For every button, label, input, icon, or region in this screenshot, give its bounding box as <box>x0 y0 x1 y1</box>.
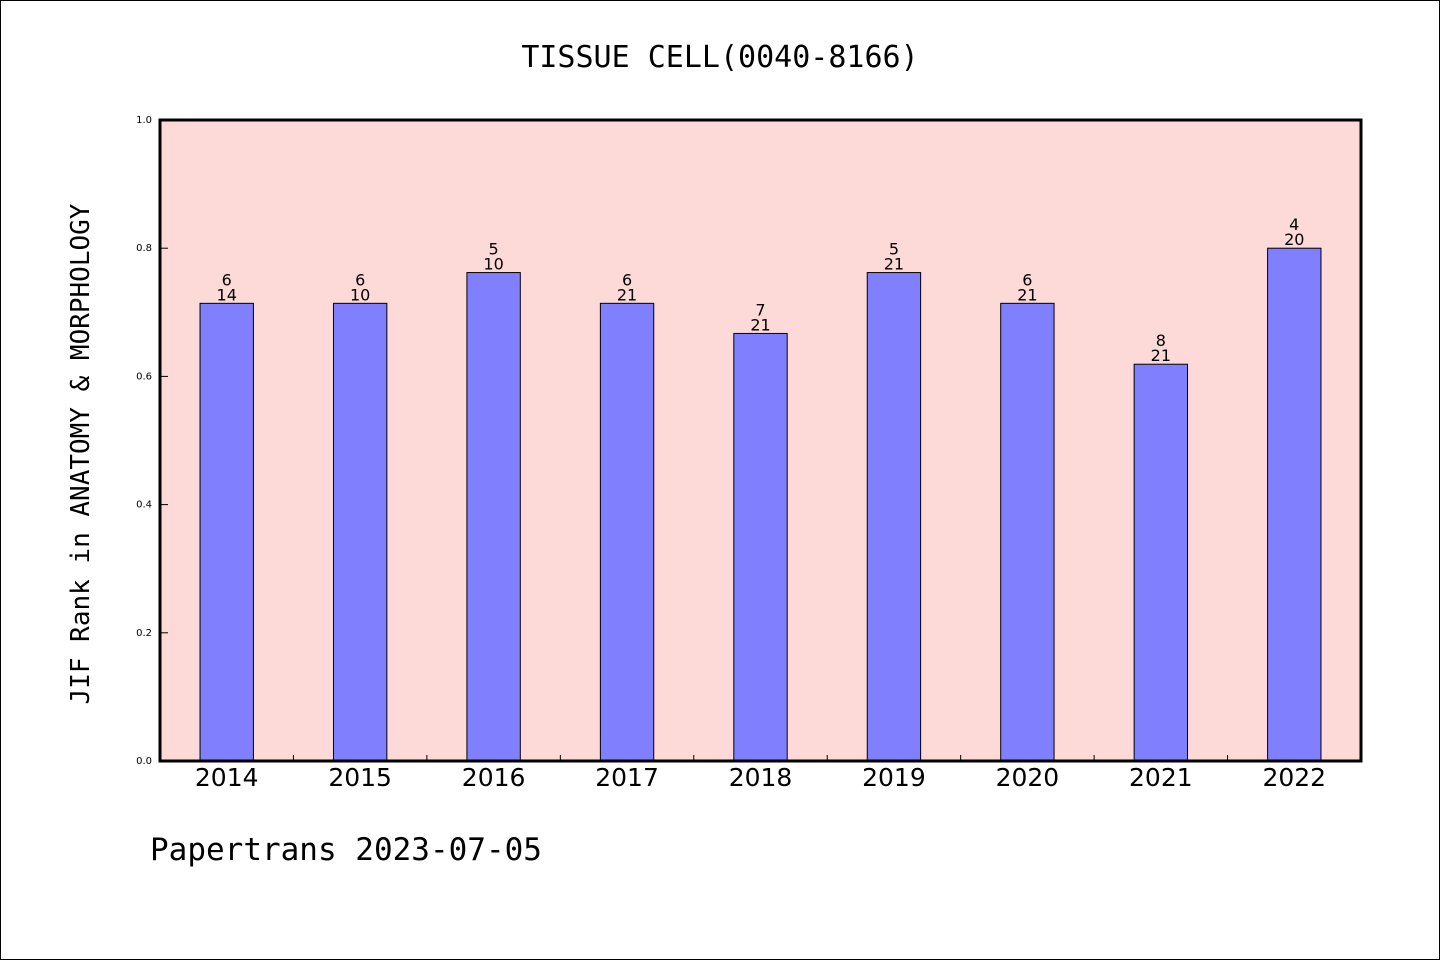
bar-2022 <box>1267 247 1322 762</box>
bar-2014 <box>199 302 254 762</box>
bar-label-total: 21 <box>1151 346 1171 365</box>
x-tick-label: 2016 <box>462 763 526 792</box>
bar-label-total: 21 <box>1017 285 1037 304</box>
bar-label-rank: 7 <box>755 300 765 319</box>
bar-label-rank: 8 <box>1156 331 1166 350</box>
bar-label-total: 21 <box>750 315 770 334</box>
footer-text: Papertrans 2023-07-05 <box>150 832 542 868</box>
y-tick-label: 0.0 <box>136 756 152 767</box>
chart-title: TISSUE CELL(0040-8166) <box>521 40 918 75</box>
x-tick-label: 2021 <box>1129 763 1193 792</box>
bar-2021 <box>1133 363 1189 762</box>
bar-label-rank: 5 <box>889 240 899 259</box>
x-tick-label: 2018 <box>729 763 793 792</box>
x-tick-label: 2014 <box>195 763 259 792</box>
bar-label-rank: 6 <box>622 270 632 289</box>
x-tick-label: 2022 <box>1262 763 1326 792</box>
bar-2015 <box>332 302 388 762</box>
bar-2020 <box>1000 302 1055 762</box>
x-tick-label: 2019 <box>862 763 926 792</box>
bar-2019 <box>866 272 922 762</box>
bar-label-rank: 6 <box>1022 270 1032 289</box>
bar-label-total: 14 <box>217 285 237 304</box>
x-tick-label: 2017 <box>595 763 659 792</box>
bar-label-rank: 5 <box>489 240 499 259</box>
bar-2018 <box>733 332 788 762</box>
y-axis-label: JIF Rank in ANATOMY & MORPHOLOGY <box>66 203 96 704</box>
bar-2016 <box>466 272 521 762</box>
bar-label-total: 20 <box>1284 230 1304 249</box>
bar-label-rank: 4 <box>1289 215 1299 234</box>
bar-label-total: 10 <box>483 255 503 274</box>
bar-label-total: 21 <box>884 255 904 274</box>
y-tick-label: 1.0 <box>136 115 152 126</box>
bar-label-total: 10 <box>350 285 370 304</box>
bar-2017 <box>599 302 655 762</box>
y-tick-label: 0.2 <box>136 628 152 639</box>
x-tick-label: 2020 <box>996 763 1060 792</box>
bar-label-total: 21 <box>617 285 637 304</box>
bar-label-rank: 6 <box>355 270 365 289</box>
y-tick-label: 0.6 <box>136 371 152 382</box>
y-tick-label: 0.4 <box>136 500 152 511</box>
bar-label-rank: 6 <box>222 270 232 289</box>
x-tick-label: 2015 <box>328 763 392 792</box>
plot-border <box>158 118 1363 763</box>
y-tick-label: 0.8 <box>136 243 152 254</box>
